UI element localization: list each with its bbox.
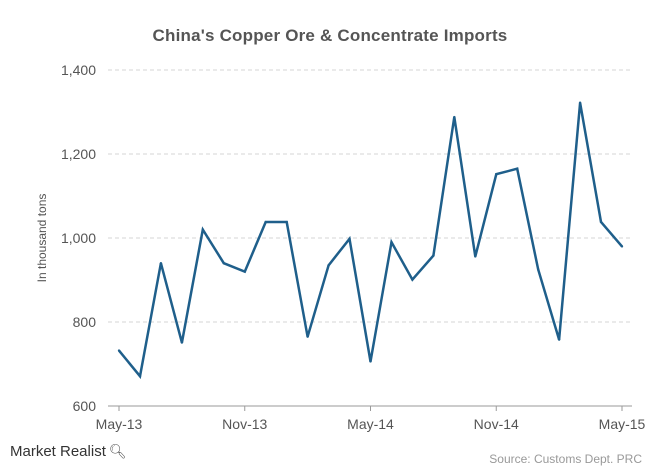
data-point [453,115,456,119]
data-point [201,228,205,231]
data-point [117,349,121,352]
y-tick-label: 1,200 [61,146,96,162]
data-point [264,220,267,224]
data-point [159,262,163,265]
y-tick-labels: 600 800 1,000 1,200 1,400 [61,62,96,414]
y-tick-label: 1,400 [61,62,96,78]
brand-logo: Market Realist 🔍︎ [10,443,127,460]
data-point [306,335,309,338]
data-point [138,374,142,378]
data-point [243,270,246,273]
y-tick-label: 1,000 [61,230,96,246]
data-point [578,101,582,104]
data-point [222,262,225,265]
data-point [411,278,414,281]
source-note: Source: Customs Dept. PRC [489,452,642,466]
magnifier-icon: 🔍︎ [108,443,127,459]
data-point [516,167,519,170]
series-line [117,101,624,380]
data-point [474,255,477,258]
x-tick-label: May-14 [347,416,394,432]
data-point [285,220,288,224]
brand-name: Market Realist [10,443,106,460]
x-tick-labels: May-13 Nov-13 May-14 Nov-14 May-15 [96,406,646,432]
data-line [118,102,623,380]
y-tick-label: 600 [73,398,97,414]
chart-title: China's Copper Ore & Concentrate Imports [152,26,508,45]
data-point [536,268,540,271]
data-point [390,241,393,244]
data-point [557,338,561,341]
y-axis-label: In thousand tons [35,194,49,283]
x-tick-label: May-13 [96,416,143,432]
x-tick-label: Nov-14 [474,416,519,432]
data-point [620,245,624,248]
data-point [180,341,184,344]
data-point [348,237,351,241]
data-point [495,172,498,176]
y-tick-label: 800 [73,314,97,330]
data-point [432,254,435,257]
x-tick-label: May-15 [599,416,646,432]
data-point [599,220,603,224]
x-tick-label: Nov-13 [222,416,267,432]
data-point [327,264,330,267]
data-point [369,360,372,363]
